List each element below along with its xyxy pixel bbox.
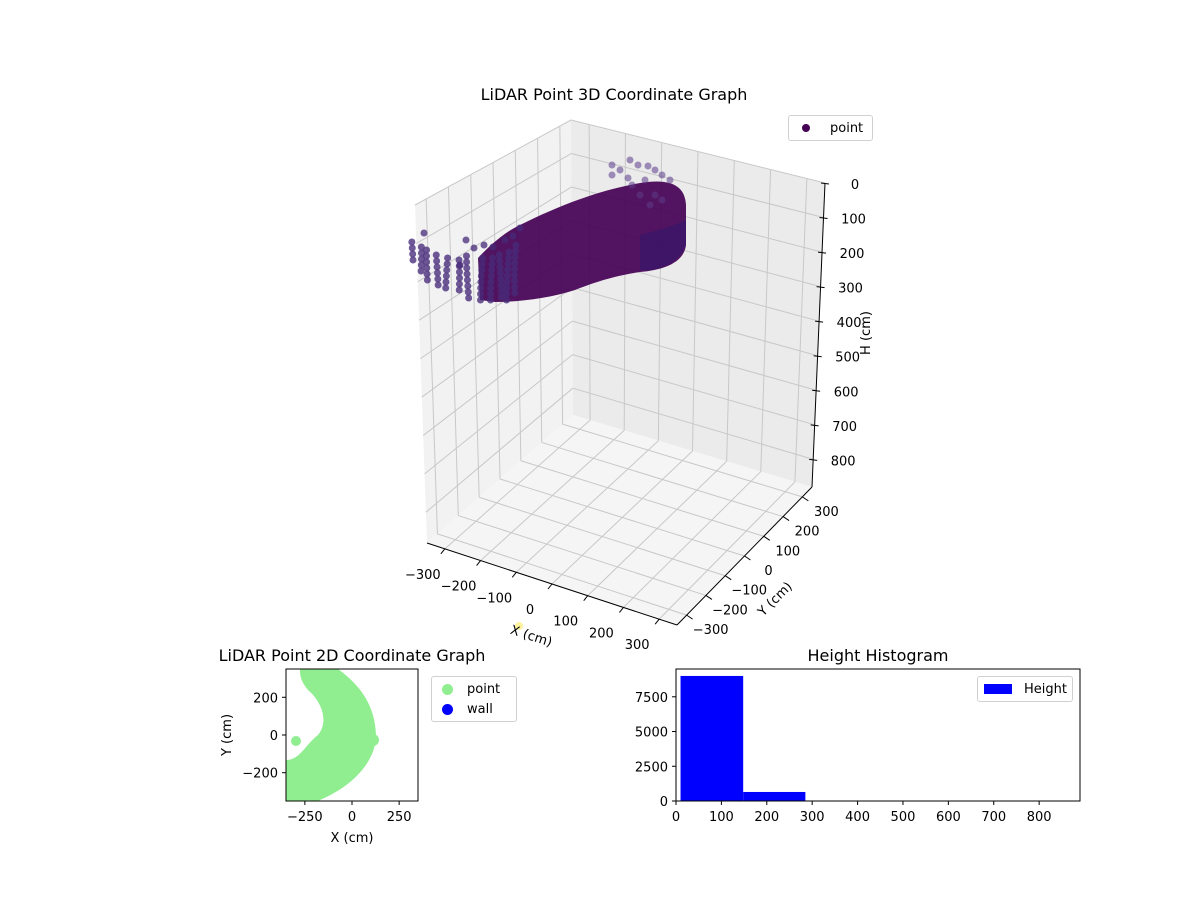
x-tick-label: −200 [441, 580, 477, 595]
legend-item-point: point [789, 118, 872, 138]
legend-item-point: point [432, 679, 516, 699]
title-3d: LiDAR Point 3D Coordinate Graph [481, 85, 748, 104]
y-axis-label-2d: Y (cm) [220, 714, 235, 757]
x-tick-label: −300 [405, 568, 441, 583]
z-axis-line [811, 182, 826, 488]
y-tick-label: 0 [270, 729, 278, 744]
y-tick-label: 200 [795, 525, 820, 540]
x-tick-label: 250 [387, 810, 412, 825]
point-cloud-2d [286, 669, 379, 801]
y-tick-label: 0 [764, 564, 772, 579]
x-tick-label: −250 [287, 810, 323, 825]
grid-3d [414, 119, 826, 620]
legend-label: point [467, 681, 501, 697]
x-tick-label: 400 [845, 810, 870, 825]
z-tick-label: 500 [835, 351, 860, 366]
legend-label: Height [1024, 681, 1067, 697]
plot-frame-histogram [675, 668, 1081, 802]
histogram-bar [743, 791, 806, 801]
x-tick-label: 200 [754, 810, 779, 825]
y-tick-label: 0 [660, 795, 668, 810]
x-axis-label-3d: X (cm) [508, 623, 554, 651]
legend-item-wall: wall [432, 699, 516, 719]
x-tick-label: 300 [800, 810, 825, 825]
point-marker-icon [802, 124, 810, 132]
x-tick-label: −100 [476, 591, 512, 606]
z-tick-label: 300 [838, 282, 863, 297]
z-tick-label: 700 [832, 420, 857, 435]
z-axis-label-3d: H (cm) [859, 311, 874, 355]
height-patch-icon [984, 684, 1012, 694]
title-histogram: Height Histogram [808, 646, 949, 665]
histogram-bars [680, 675, 806, 801]
legend-histogram: Height [977, 676, 1073, 702]
ticks-histogram: 0 100 200 300 400 500 600 700 800 0 2500 5000 7500 [635, 691, 1052, 825]
y-tick-label: 100 [775, 544, 800, 559]
x-axis-label-2d: X (cm) [331, 831, 374, 846]
x-tick-label: 0 [348, 810, 356, 825]
y-tick-label: −300 [693, 623, 729, 638]
ticks-3d: −300−200−1000100200300−300−200−100010020… [405, 178, 866, 653]
point-marker-icon [442, 683, 453, 695]
y-tick-label: 7500 [635, 691, 668, 706]
y-tick-label: 300 [814, 505, 839, 520]
z-tick-label: 800 [831, 454, 856, 469]
x-tick-label: 0 [526, 603, 534, 618]
x-tick-label: 700 [981, 810, 1006, 825]
histogram-bar [680, 675, 744, 801]
x-tick-label: 100 [709, 810, 734, 825]
legend-3d: point [788, 115, 873, 141]
x-tick-label: 800 [1027, 810, 1052, 825]
axes-histogram: Height Histogram 0 100 200 300 400 500 600 700 8… [635, 646, 1081, 825]
z-tick-label: 400 [837, 316, 862, 331]
y-tick-label: −100 [731, 584, 767, 599]
z-tick-label: 200 [840, 247, 865, 262]
outlier-point [515, 622, 523, 630]
ticks-2d: −250 0 250 −200 0 200 [242, 691, 411, 825]
point-cloud-3d [408, 156, 686, 304]
y-tick-label: −200 [242, 767, 278, 782]
legend-label: wall [467, 701, 493, 717]
axes-2d: LiDAR Point 2D Coordinate Graph −250 0 250… [219, 646, 486, 846]
x-tick-label: 600 [936, 810, 961, 825]
x-tick-label: 0 [672, 810, 680, 825]
y-tick-label: −200 [712, 603, 748, 618]
x-tick-label: 300 [625, 638, 650, 653]
legend-item-height: Height [978, 679, 1072, 699]
title-2d: LiDAR Point 2D Coordinate Graph [219, 646, 486, 665]
x-tick-label: 100 [553, 615, 578, 630]
wall-marker-icon [442, 703, 453, 715]
axes-3d: −300−200−1000100200300−300−200−100010020… [405, 85, 874, 653]
z-tick-label: 100 [841, 213, 866, 228]
y-tick-label: 2500 [635, 760, 668, 775]
x-tick-label: 200 [589, 626, 614, 641]
x-tick-label: 500 [891, 810, 916, 825]
legend-label: point [830, 120, 864, 136]
z-tick-label: 600 [834, 385, 859, 400]
z-tick-label: 0 [851, 178, 859, 193]
y-tick-label: 200 [253, 691, 278, 706]
legend-2d: point wall [431, 676, 517, 722]
y-tick-label: 5000 [635, 726, 668, 741]
